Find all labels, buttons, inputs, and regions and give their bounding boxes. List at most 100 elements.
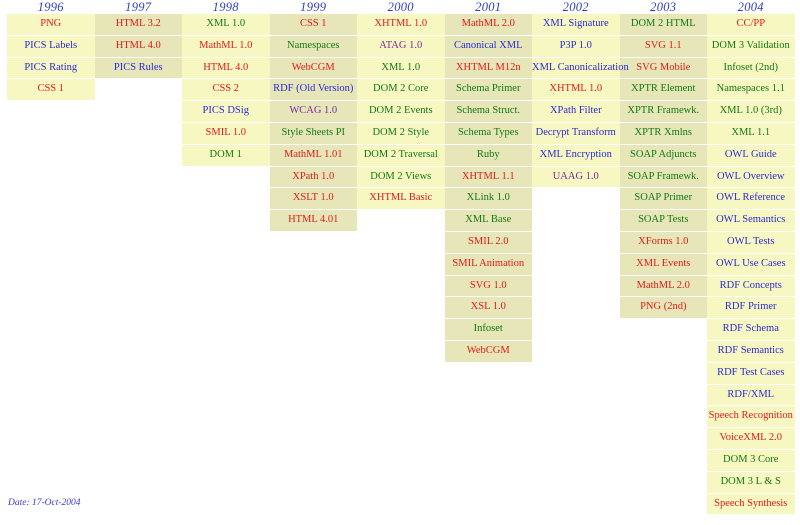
spec-cell[interactable]: Speech Synthesis xyxy=(707,494,795,516)
year-column-1999: 1999 CSS 1 Namespaces WebCGM RDF (Old Versio… xyxy=(269,0,357,232)
spec-cell[interactable]: SVG 1.1 xyxy=(619,36,707,58)
spec-cell[interactable]: XML Events xyxy=(619,254,707,276)
spec-cell[interactable]: SVG Mobile xyxy=(619,58,707,80)
spec-cell[interactable]: MathML 1.01 xyxy=(269,145,357,167)
spec-cell[interactable]: VoiceXML 2.0 xyxy=(707,428,795,450)
spec-cell[interactable]: UAAG 1.0 xyxy=(532,167,620,189)
spec-cell[interactable]: HTML 3.2 xyxy=(94,14,182,36)
spec-cell[interactable]: RDF Primer xyxy=(707,297,795,320)
spec-cell[interactable]: XPTR Framewk. xyxy=(619,101,707,123)
spec-cell[interactable]: XPTR Xmlns xyxy=(619,123,707,145)
spec-cell[interactable]: Infoset xyxy=(444,319,532,341)
spec-cell[interactable]: SMIL Animation xyxy=(444,254,532,276)
spec-cell[interactable]: MathML 2.0 xyxy=(619,276,707,298)
spec-cell[interactable]: XHTML M12n xyxy=(444,58,532,80)
spec-cell[interactable]: XML Signature xyxy=(532,14,620,36)
spec-cell[interactable]: PNG (2nd) xyxy=(619,297,707,320)
spec-cell[interactable]: WebCGM xyxy=(444,341,532,363)
spec-cell[interactable]: Ruby xyxy=(444,145,532,167)
spec-cell[interactable]: XML 1.0 xyxy=(357,58,445,80)
spec-cell[interactable]: RDF (Old Version) xyxy=(269,79,357,102)
spec-cell[interactable]: XML Encryption xyxy=(532,145,620,167)
spec-cell[interactable]: SVG 1.0 xyxy=(444,276,532,298)
spec-cell[interactable]: SOAP Primer xyxy=(619,188,707,211)
year-column-2003: 2003 DOM 2 HTML SVG 1.1 SVG Mobile XPTR Elem… xyxy=(619,0,707,320)
spec-cell[interactable]: XML Canonicalization xyxy=(532,58,629,80)
spec-cell[interactable]: MathML 2.0 xyxy=(444,14,532,36)
spec-cell[interactable]: SOAP Tests xyxy=(619,210,707,232)
spec-cell[interactable]: HTML 4.0 xyxy=(94,36,182,58)
spec-cell[interactable]: DOM 3 Core xyxy=(707,450,795,472)
spec-cell[interactable]: RDF Concepts xyxy=(707,276,795,298)
spec-cell[interactable]: XPath 1.0 xyxy=(269,167,357,189)
spec-cell[interactable]: Infoset (2nd) xyxy=(707,58,795,80)
spec-cell[interactable]: CC/PP xyxy=(707,14,795,36)
spec-cell[interactable]: XPath Filter xyxy=(532,101,620,123)
spec-cell[interactable]: SMIL 2.0 xyxy=(444,232,532,254)
spec-cell[interactable]: SMIL 1.0 xyxy=(182,123,270,145)
spec-cell[interactable]: XSL 1.0 xyxy=(444,297,532,320)
year-column-body-2000: XHTML 1.0 ATAG 1.0 XML 1.0 DOM 2 Core DOM 2 … xyxy=(357,14,445,211)
spec-cell[interactable]: Speech Recognition xyxy=(707,406,795,429)
spec-cell[interactable]: XML 1.0 xyxy=(182,14,270,36)
spec-cell[interactable]: SOAP Adjuncts xyxy=(619,145,707,167)
spec-cell[interactable]: Decrypt Transform xyxy=(532,123,620,145)
spec-cell[interactable]: Schema Types xyxy=(444,123,532,145)
spec-cell[interactable]: P3P 1.0 xyxy=(532,36,620,58)
spec-cell[interactable]: PICS DSig xyxy=(182,101,270,123)
spec-cell[interactable]: DOM 2 Events xyxy=(357,101,445,123)
spec-cell[interactable]: RDF Semantics xyxy=(707,341,795,363)
spec-cell[interactable]: Namespaces xyxy=(269,36,357,58)
spec-cell[interactable]: HTML 4.0 xyxy=(182,58,270,80)
spec-cell[interactable]: OWL Use Cases xyxy=(707,254,795,276)
spec-cell[interactable]: OWL Reference xyxy=(707,188,795,211)
spec-cell[interactable]: OWL Overview xyxy=(707,167,795,189)
spec-cell[interactable]: Style Sheets PI xyxy=(269,123,357,145)
spec-cell[interactable]: DOM 3 Validation xyxy=(707,36,795,58)
spec-cell[interactable]: OWL Guide xyxy=(707,145,795,167)
spec-cell[interactable]: DOM 3 L & S xyxy=(707,472,795,494)
spec-cell[interactable]: MathML 1.0 xyxy=(182,36,270,58)
spec-cell[interactable]: Schema Struct. xyxy=(444,101,532,123)
spec-cell[interactable]: XML Base xyxy=(444,210,532,232)
spec-cell[interactable]: OWL Semantics xyxy=(707,210,795,232)
year-column-1998: 1998 XML 1.0 MathML 1.0 HTML 4.0 CSS 2 PICS D… xyxy=(182,0,270,167)
spec-cell[interactable]: DOM 2 HTML xyxy=(619,14,707,36)
spec-cell[interactable]: Namespaces 1.1 xyxy=(707,79,795,102)
spec-cell[interactable]: Schema Primer xyxy=(444,79,532,102)
spec-cell[interactable]: PNG xyxy=(7,14,95,36)
spec-cell[interactable]: PICS Labels xyxy=(7,36,95,58)
spec-cell[interactable]: RDF Test Cases xyxy=(707,363,795,385)
spec-cell[interactable]: WebCGM xyxy=(269,58,357,80)
spec-cell[interactable]: XLink 1.0 xyxy=(444,188,532,211)
spec-cell[interactable]: PICS Rules xyxy=(94,58,182,80)
date-stamp: Date: 17-Oct-2004 xyxy=(8,498,81,508)
spec-cell[interactable]: RDF Schema xyxy=(707,319,795,341)
spec-cell[interactable]: OWL Tests xyxy=(707,232,795,254)
spec-cell[interactable]: XHTML 1.0 xyxy=(357,14,445,36)
spec-cell[interactable]: DOM 2 Style xyxy=(357,123,445,145)
spec-cell[interactable]: XPTR Element xyxy=(619,79,707,102)
spec-cell[interactable]: DOM 2 Views xyxy=(357,167,445,189)
spec-cell[interactable]: CSS 1 xyxy=(269,14,357,36)
spec-cell[interactable]: Canonical XML xyxy=(444,36,532,58)
spec-cell[interactable]: XHTML 1.1 xyxy=(444,167,532,189)
spec-cell[interactable]: RDF/XML xyxy=(707,385,795,407)
spec-cell[interactable]: XML 1.0 (3rd) xyxy=(707,101,795,123)
spec-cell[interactable]: XForms 1.0 xyxy=(619,232,707,254)
year-header-2002: 2002 xyxy=(532,0,620,14)
spec-cell[interactable]: CSS 2 xyxy=(182,79,270,102)
spec-cell[interactable]: DOM 2 Core xyxy=(357,79,445,102)
spec-cell[interactable]: PICS Rating xyxy=(7,58,95,80)
spec-cell[interactable]: DOM 2 Traversal xyxy=(357,145,445,167)
spec-cell[interactable]: XHTML 1.0 xyxy=(532,79,620,102)
spec-cell[interactable]: XHTML Basic xyxy=(357,188,445,211)
spec-cell[interactable]: XSLT 1.0 xyxy=(269,188,357,211)
spec-cell[interactable]: CSS 1 xyxy=(7,79,95,102)
spec-cell[interactable]: DOM 1 xyxy=(182,145,270,167)
spec-cell[interactable]: SOAP Framewk. xyxy=(619,167,707,189)
spec-cell[interactable]: ATAG 1.0 xyxy=(357,36,445,58)
spec-cell[interactable]: WCAG 1.0 xyxy=(269,101,357,123)
spec-cell[interactable]: XML 1.1 xyxy=(707,123,795,145)
spec-cell[interactable]: HTML 4.01 xyxy=(269,210,357,232)
